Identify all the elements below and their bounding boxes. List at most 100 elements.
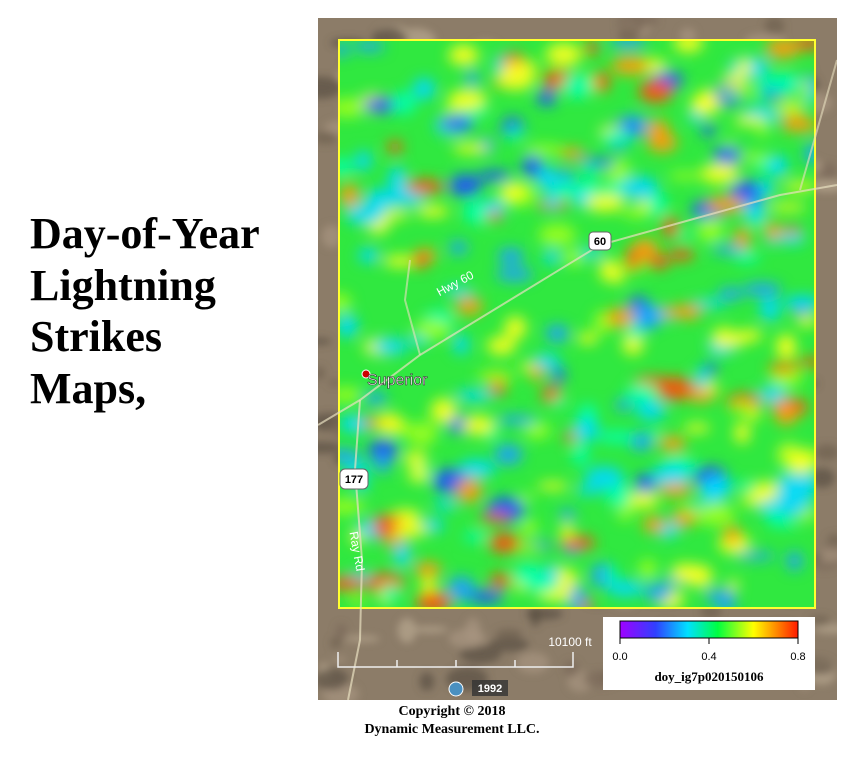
heat-blob	[650, 465, 691, 488]
heat-blob	[768, 202, 807, 212]
heat-blob	[494, 444, 523, 465]
heat-blob	[661, 306, 687, 318]
terrain-patch	[335, 623, 347, 640]
time-icon	[448, 681, 464, 697]
heat-blob	[560, 147, 585, 159]
heat-blob	[506, 127, 524, 141]
heat-blob	[638, 79, 674, 104]
heat-blob	[430, 398, 457, 425]
heat-blob	[566, 585, 587, 608]
heat-blob	[633, 238, 658, 260]
terrain-patch	[814, 444, 837, 461]
heat-blob	[644, 582, 673, 603]
heat-blob	[453, 334, 469, 355]
heat-blob	[552, 366, 565, 383]
heat-blob	[798, 78, 812, 98]
heat-blob	[362, 97, 399, 114]
heat-blob	[646, 254, 671, 269]
heat-blob	[479, 513, 512, 523]
terrain-patch	[529, 605, 541, 627]
heat-blob	[517, 493, 534, 504]
heat-blob	[452, 143, 490, 154]
terrain-patch	[318, 131, 338, 145]
terrain-patch	[318, 366, 326, 380]
heat-blob	[677, 231, 693, 240]
heat-blob	[715, 588, 736, 608]
heat-blob	[502, 61, 541, 72]
heat-blob	[572, 419, 600, 441]
heat-blob	[734, 152, 771, 162]
heat-blob	[723, 525, 741, 544]
colorbar	[619, 620, 799, 639]
heat-blob	[345, 204, 385, 226]
heat-blob	[441, 115, 474, 131]
heat-blob	[601, 128, 633, 147]
year-box	[472, 680, 508, 696]
heat-blob	[364, 392, 388, 405]
heat-blob	[531, 364, 544, 382]
heat-blob	[406, 336, 429, 346]
heat-blob	[635, 400, 667, 421]
heat-blob	[538, 223, 576, 246]
heat-blob	[463, 530, 488, 542]
heat-blob	[783, 295, 815, 311]
heat-blob	[584, 40, 599, 56]
terrain-patch	[563, 660, 579, 677]
heat-blob	[620, 176, 659, 200]
heat-blob	[449, 240, 468, 255]
heat-blob	[353, 40, 386, 52]
road	[799, 59, 837, 191]
heat-blob	[355, 150, 372, 171]
heat-blob	[765, 72, 800, 95]
heat-blob	[741, 202, 768, 221]
heat-blob	[552, 178, 573, 199]
heat-blob	[536, 170, 552, 186]
heat-blob	[559, 509, 577, 520]
heat-blob	[668, 171, 702, 181]
title-line: Strikes	[30, 312, 162, 361]
heat-blob	[394, 542, 411, 567]
scale-label: 10100 ft	[548, 635, 592, 649]
heat-blob	[536, 481, 569, 491]
heat-blob	[339, 158, 355, 176]
heat-blob	[455, 296, 483, 316]
heat-blob	[782, 340, 796, 358]
copyright: Copyright © 2018	[398, 704, 506, 719]
terrain-patch	[448, 628, 486, 649]
title-line: Lightning	[30, 261, 216, 310]
heat-blob	[339, 292, 351, 313]
heat-blob	[524, 144, 565, 156]
terrain-patch	[318, 338, 332, 345]
heat-blob	[605, 482, 632, 508]
heat-blob	[403, 451, 428, 467]
heat-blob	[408, 467, 430, 483]
heat-blob	[584, 466, 624, 488]
heat-blob	[372, 337, 408, 356]
heat-blob	[546, 563, 559, 584]
terrain-patch	[332, 656, 346, 663]
terrain-patch	[459, 645, 502, 664]
heat-blob	[782, 181, 815, 191]
heat-blob	[718, 87, 757, 97]
heat-blob	[683, 565, 710, 574]
heat-blob	[375, 412, 403, 434]
heat-blob	[604, 565, 618, 586]
heat-blob	[422, 518, 444, 532]
heat-blob	[704, 476, 733, 496]
heat-blob	[734, 421, 750, 444]
heat-blob	[579, 164, 599, 174]
heat-blob	[734, 251, 760, 264]
heat-blob	[414, 561, 442, 578]
heat-blob	[447, 576, 476, 602]
heat-blob	[705, 195, 745, 214]
heat-blob	[522, 154, 542, 178]
highway-shield-label: 60	[594, 236, 606, 248]
title-line: Maps,	[30, 364, 147, 413]
heat-blob	[448, 89, 488, 109]
heat-blob	[578, 248, 605, 258]
heat-blob	[536, 90, 557, 106]
heat-blob	[776, 102, 805, 114]
heat-blob	[683, 423, 711, 433]
heat-blob	[736, 551, 776, 560]
